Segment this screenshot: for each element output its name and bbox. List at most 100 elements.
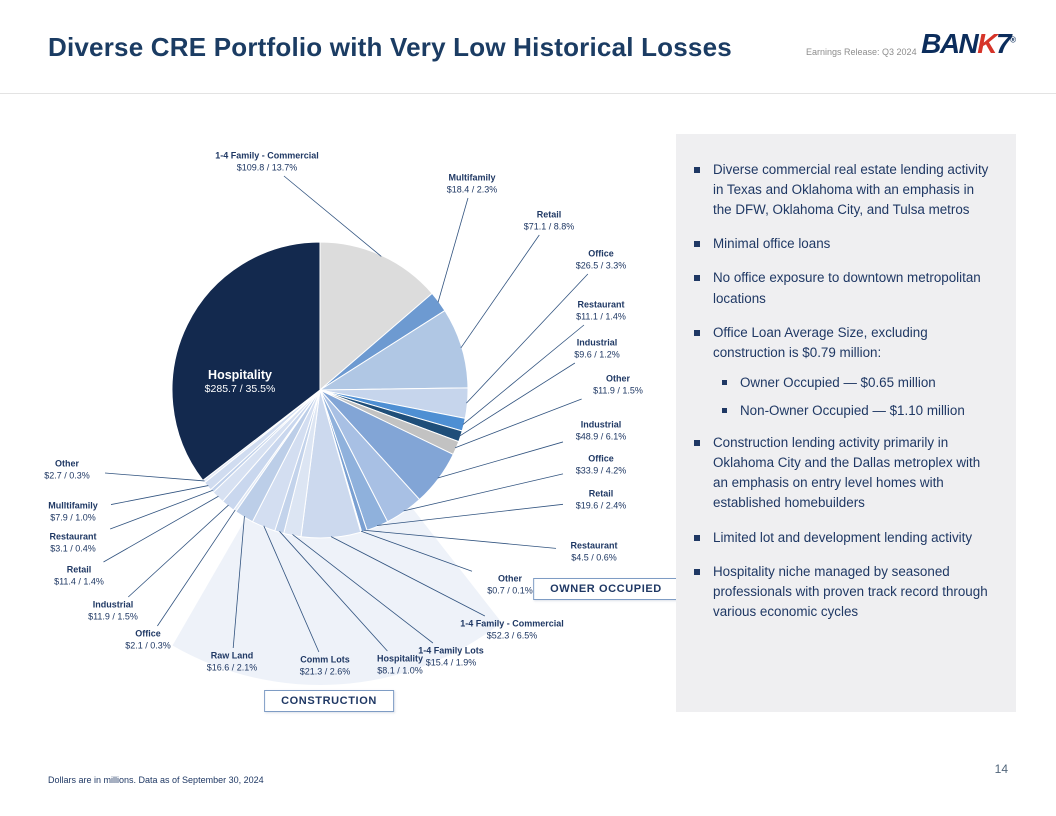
- leader-line: [279, 531, 388, 652]
- bullet-text: No office exposure to downtown metropoli…: [713, 270, 981, 306]
- pie-label-mulltifamily: Mulltifamily $7.9 / 1.0%: [48, 500, 98, 523]
- bullet-list: Diverse commercial real estate lending a…: [694, 160, 994, 622]
- slice-value: $4.5 / 0.6%: [571, 552, 617, 562]
- slice-name: Restaurant: [49, 531, 97, 542]
- slice-name: Other: [54, 458, 80, 469]
- square-bullet-icon: [694, 241, 700, 248]
- slice-name: Industrial: [92, 599, 134, 610]
- square-bullet-icon: [694, 167, 700, 173]
- sub-bullet-text: Owner Occupied — $0.65 million: [740, 374, 936, 390]
- slice-value: $2.7 / 0.3%: [44, 470, 90, 480]
- pie-label-hospitality: Hospitality $285.7 / 35.5%: [205, 367, 276, 397]
- bullet-item: Diverse commercial real estate lending a…: [694, 160, 994, 220]
- page-title: Diverse CRE Portfolio with Very Low Hist…: [48, 32, 732, 62]
- slice-name: Comm Lots: [300, 654, 350, 665]
- sub-bullet-item: Owner Occupied — $0.65 million: [722, 373, 994, 393]
- pie-slice-non-owner-occupied-1-4-family-commercial: [319, 241, 433, 392]
- slice-name: 1-4 Family - Commercial: [215, 150, 319, 161]
- slice-name: Retail: [66, 564, 92, 575]
- pie-label-industrial: Industrial $48.9 / 6.1%: [576, 419, 627, 442]
- pie-label-office: Office $33.9 / 4.2%: [576, 453, 627, 476]
- slice-value: $9.6 / 1.2%: [574, 349, 620, 359]
- slice-name: Mulltifamily: [48, 500, 98, 511]
- square-bullet-icon: [694, 275, 700, 282]
- square-bullet-icon: [694, 568, 700, 575]
- slide-header: Diverse CRE Portfolio with Very Low Hist…: [0, 0, 1056, 94]
- leader-line: [459, 362, 576, 437]
- pie-label-comm-lots: Comm Lots $21.3 / 2.6%: [300, 654, 351, 677]
- bullet-item: Construction lending activity primarily …: [694, 433, 994, 513]
- slice-value: $18.4 / 2.3%: [446, 184, 498, 194]
- slice-value: $15.4 / 1.9%: [425, 657, 477, 667]
- pie-label-raw-land: Raw Land $16.6 / 2.1%: [207, 650, 258, 673]
- leader-line: [455, 398, 582, 449]
- sub-bullet-item: Non-Owner Occupied — $1.10 million: [722, 401, 994, 421]
- slice-name: Retail: [588, 488, 614, 499]
- slice-value: $71.1 / 8.8%: [523, 221, 575, 231]
- slice-name: Industrial: [580, 419, 622, 430]
- slice-value: $48.9 / 6.1%: [575, 431, 627, 441]
- leader-line: [103, 495, 219, 563]
- pie-label-other: Other $2.7 / 0.3%: [44, 458, 90, 481]
- pie-label-1-4-family-lots: 1-4 Family Lots $15.4 / 1.9%: [418, 645, 484, 668]
- slice-value: $3.1 / 0.4%: [50, 543, 96, 553]
- pie-slice-non-owner-occupied-retail: [318, 309, 469, 391]
- slice-name: Other: [605, 373, 630, 384]
- leader-line: [437, 197, 469, 303]
- logo-text-left: BAN: [921, 28, 979, 59]
- square-bullet-icon: [694, 440, 700, 447]
- commentary-panel: Diverse commercial real estate lending a…: [676, 134, 1016, 712]
- pie-label-retail: Retail $19.6 / 2.4%: [576, 488, 627, 511]
- slice-value: $0.7 / 0.1%: [487, 585, 533, 595]
- bullet-text: Construction lending activity primarily …: [713, 435, 981, 511]
- bullet-text: Limited lot and development lending acti…: [713, 529, 973, 545]
- slice-name: Hospitality: [376, 653, 424, 664]
- slice-name: Office: [588, 248, 614, 259]
- leader-line: [263, 525, 320, 653]
- slice-name: Retail: [536, 209, 562, 220]
- square-bullet-icon: [694, 329, 700, 336]
- slice-value: $2.1 / 0.3%: [125, 640, 171, 650]
- leader-line: [360, 530, 473, 572]
- slice-value: $26.5 / 3.3%: [575, 260, 627, 270]
- owner-occupied-label-box: OWNER OCCUPIED: [533, 578, 679, 600]
- pie-label-1-4-family-commercial: 1-4 Family - Commercial $109.8 / 13.7%: [215, 150, 319, 173]
- bullet-text: Office Loan Average Size, excluding cons…: [713, 324, 928, 360]
- pie-label-restaurant: Restaurant $4.5 / 0.6%: [570, 540, 617, 563]
- pie-label-retail: Retail $71.1 / 8.8%: [524, 209, 575, 232]
- leader-line: [110, 485, 209, 505]
- pie-label-other: Other $11.9 / 1.5%: [593, 373, 643, 396]
- leader-line: [157, 509, 236, 627]
- leader-line: [462, 324, 585, 425]
- registered-mark: ®: [1010, 35, 1016, 45]
- leader-line: [460, 234, 540, 349]
- construction-label-box: CONSTRUCTION: [264, 690, 394, 712]
- pie-label-restaurant: Restaurant $3.1 / 0.4%: [49, 531, 96, 554]
- bank7-logo: BANK7®: [921, 28, 1016, 60]
- pie-label-restaurant: Restaurant $11.1 / 1.4%: [576, 299, 626, 322]
- leader-line: [403, 473, 564, 512]
- slice-value: $11.1 / 1.4%: [576, 311, 626, 321]
- leader-line: [232, 516, 245, 649]
- bullet-text: Minimal office loans: [713, 236, 831, 252]
- leader-line: [104, 472, 205, 482]
- bullet-item: Office Loan Average Size, excluding cons…: [694, 323, 994, 363]
- leader-line: [466, 273, 589, 404]
- slice-name: Industrial: [576, 337, 618, 348]
- sub-bullet-text: Non-Owner Occupied — $1.10 million: [740, 402, 965, 418]
- slice-value: $285.7 / 35.5%: [204, 383, 276, 396]
- slice-name: Hospitality: [208, 368, 272, 383]
- slice-name: Office: [135, 628, 161, 639]
- slice-name: 1-4 Family - Commercial: [460, 618, 564, 629]
- slice-name: 1-4 Family Lots: [418, 645, 484, 656]
- pie-label-industrial: Industrial $9.6 / 1.2%: [574, 337, 620, 360]
- slice-value: $52.3 / 6.5%: [486, 630, 538, 640]
- pie-label-office: Office $26.5 / 3.3%: [576, 248, 627, 271]
- square-bullet-icon: [722, 407, 727, 413]
- slice-value: $11.4 / 1.4%: [54, 576, 104, 586]
- page-number: 14: [994, 762, 1008, 776]
- slice-value: $11.9 / 1.5%: [593, 385, 643, 395]
- logo-red-k: K: [977, 28, 997, 59]
